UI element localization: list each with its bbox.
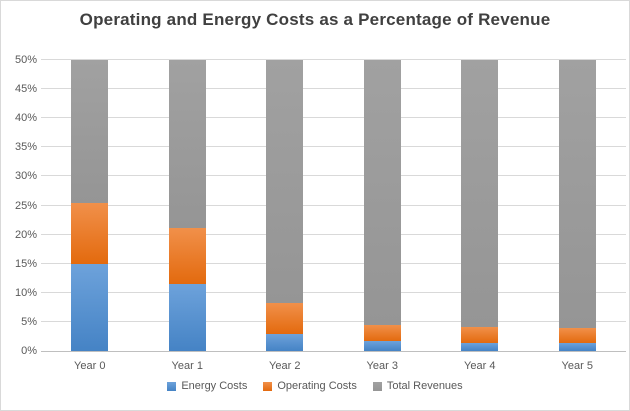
segment-energy-costs: [461, 342, 499, 351]
legend-label: Energy Costs: [181, 380, 248, 392]
segment-operating-costs: [266, 303, 304, 334]
y-tick-label-40: 40%: [14, 112, 37, 125]
segment-total-revenues: [363, 60, 401, 326]
segment-energy-costs: [168, 283, 206, 351]
gridline-30: [41, 175, 626, 177]
segment-energy-costs: [71, 264, 109, 351]
x-tick-label-year-4: Year 4: [464, 360, 496, 372]
y-tick-label-10: 10%: [14, 286, 37, 299]
y-tick-label-15: 15%: [14, 257, 37, 270]
bar-year-3: [363, 60, 401, 351]
segment-operating-costs: [71, 203, 109, 265]
segment-total-revenues: [558, 60, 596, 328]
legend-swatch-icon: [263, 381, 273, 391]
gridline-35: [41, 146, 626, 148]
gridline-10: [41, 291, 626, 293]
gridline-20: [41, 233, 626, 235]
legend: Energy Costs Operating Costs Total Revenue…: [1, 380, 629, 392]
x-tick-label-year-0: Year 0: [74, 360, 106, 372]
gridline-15: [41, 262, 626, 264]
segment-energy-costs: [363, 341, 401, 351]
segment-operating-costs: [363, 325, 401, 342]
segment-total-revenues: [168, 60, 206, 228]
y-tick-label-35: 35%: [14, 141, 37, 154]
gridline-5: [41, 320, 626, 322]
y-tick-label-30: 30%: [14, 170, 37, 183]
bar-year-0: [71, 60, 109, 351]
segment-total-revenues: [266, 60, 304, 304]
segment-operating-costs: [558, 327, 596, 344]
bar-year-1: [168, 60, 206, 351]
x-tick-label-year-3: Year 3: [366, 360, 398, 372]
bar-year-4: [461, 60, 499, 351]
x-tick-label-year-1: Year 1: [171, 360, 203, 372]
segment-total-revenues: [461, 60, 499, 327]
bar-year-5: [558, 60, 596, 351]
legend-label: Total Revenues: [386, 380, 463, 392]
gridline-40: [41, 117, 626, 119]
legend-swatch-icon: [167, 381, 177, 391]
plot-area: [41, 59, 626, 352]
legend-item-total-revenues: Total Revenues: [372, 380, 463, 392]
bar-year-2: [266, 60, 304, 351]
segment-operating-costs: [168, 227, 206, 284]
legend-label: Operating Costs: [277, 380, 357, 392]
y-tick-label-0: 0%: [21, 345, 37, 357]
segment-energy-costs: [266, 333, 304, 351]
y-tick-label-5: 5%: [21, 315, 37, 328]
gridline-50: [41, 59, 626, 60]
segment-operating-costs: [461, 326, 499, 343]
legend-item-operating-costs: Operating Costs: [263, 380, 357, 392]
x-axis-line: [41, 351, 626, 352]
legend-item-energy-costs: Energy Costs: [167, 380, 247, 392]
x-tick-label-year-5: Year 5: [561, 360, 593, 372]
segment-total-revenues: [71, 60, 109, 204]
segment-energy-costs: [558, 343, 596, 351]
y-tick-label-20: 20%: [14, 228, 37, 241]
gridline-45: [41, 88, 626, 90]
y-tick-label-45: 45%: [14, 83, 37, 96]
chart-title: Operating and Energy Costs as a Percenta…: [79, 10, 551, 29]
y-tick-label-25: 25%: [14, 199, 37, 212]
x-tick-label-year-2: Year 2: [269, 360, 301, 372]
gridline-25: [41, 204, 626, 206]
legend-swatch-icon: [372, 381, 382, 391]
y-tick-label-50: 50%: [14, 54, 37, 66]
